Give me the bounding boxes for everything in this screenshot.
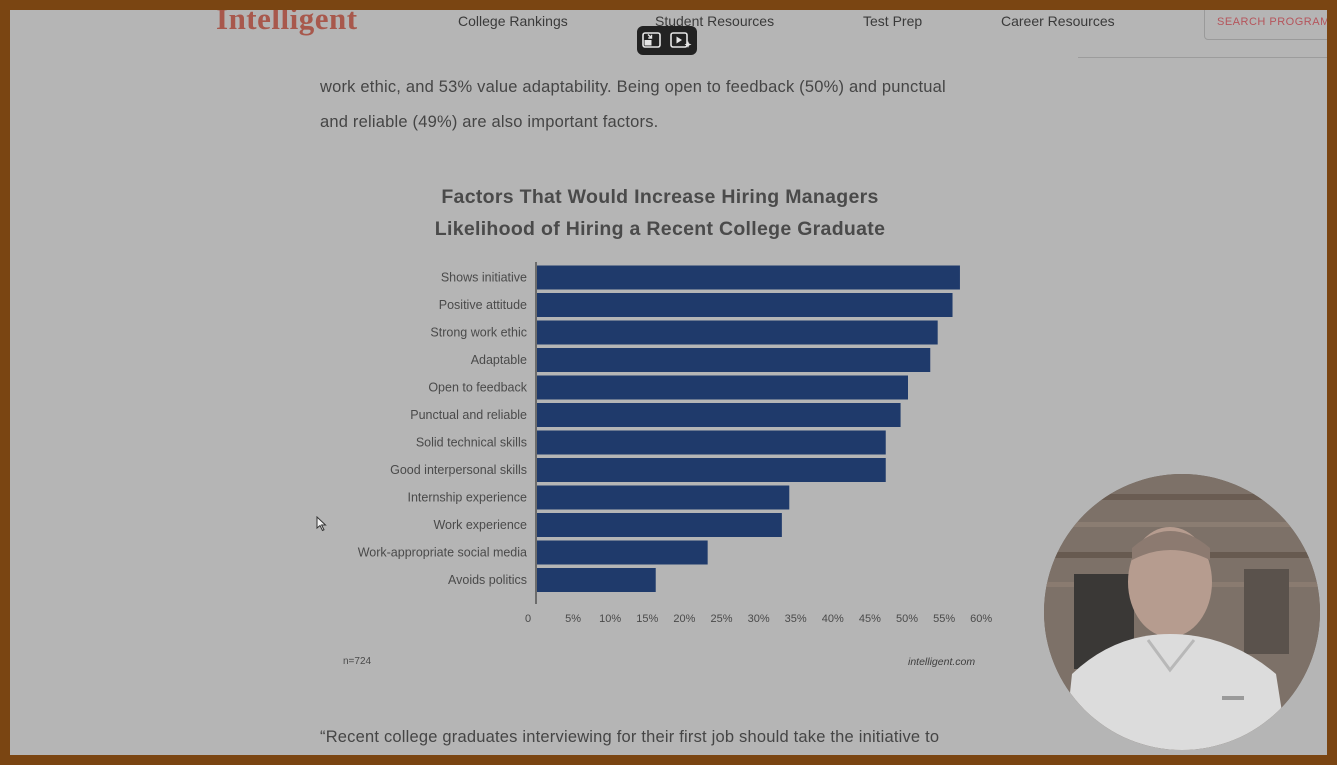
category-label: Solid technical skills xyxy=(416,436,527,450)
category-label: Avoids politics xyxy=(448,573,527,587)
source-credit: intelligent.com xyxy=(908,656,976,668)
nav-link-career-resources[interactable]: Career Resources xyxy=(1001,13,1115,29)
category-label: Open to feedback xyxy=(428,381,527,395)
chart-title-line-2: Likelihood of Hiring a Recent College Gr… xyxy=(434,218,886,240)
x-tick-label: 45% xyxy=(859,613,881,625)
nav-link-college-rankings[interactable]: College Rankings xyxy=(458,13,568,29)
bar xyxy=(537,403,901,427)
x-tick-label: 40% xyxy=(822,613,844,625)
category-label: Work experience xyxy=(433,518,527,532)
x-tick-label: 10% xyxy=(599,613,621,625)
video-sparkle-icon[interactable] xyxy=(670,32,692,49)
x-tick-label: 0 xyxy=(525,613,531,625)
category-label: Work-appropriate social media xyxy=(358,546,527,560)
nav-link-test-prep[interactable]: Test Prep xyxy=(863,13,923,29)
article-quote-line: “Recent college graduates interviewing f… xyxy=(320,728,940,746)
mouse-cursor-icon xyxy=(316,516,327,532)
x-tick-label: 5% xyxy=(565,613,581,625)
x-tick-label: 60% xyxy=(970,613,992,625)
hiring-factors-chart: Factors That Would Increase Hiring Manag… xyxy=(320,180,1000,680)
bar xyxy=(537,293,953,317)
sample-size-note: n=724 xyxy=(343,656,372,667)
x-tick-label: 50% xyxy=(896,613,918,625)
bar xyxy=(537,458,886,482)
category-label: Shows initiative xyxy=(441,271,527,285)
bar xyxy=(537,485,790,510)
header-divider xyxy=(1078,57,1327,58)
x-tick-label: 25% xyxy=(710,613,732,625)
x-tick-label: 30% xyxy=(748,613,770,625)
nav-link-student-resources[interactable]: Student Resources xyxy=(655,13,775,29)
site-logo[interactable]: Intelligent xyxy=(216,10,358,36)
webcam-overlay xyxy=(1044,474,1320,750)
x-tick-label: 20% xyxy=(673,613,695,625)
category-label: Positive attitude xyxy=(439,298,527,312)
category-label: Internship experience xyxy=(407,491,527,505)
x-tick-label: 55% xyxy=(933,613,955,625)
site-header: Intelligent College Rankings Student Res… xyxy=(10,10,1327,58)
x-tick-label: 35% xyxy=(785,613,807,625)
article-paragraph-line-2: and reliable (49%) are also important fa… xyxy=(320,113,659,131)
bar xyxy=(537,430,886,455)
category-label: Adaptable xyxy=(471,353,527,367)
screen-frame: Intelligent College Rankings Student Res… xyxy=(10,10,1327,755)
bar xyxy=(537,513,782,537)
bar xyxy=(537,320,938,345)
video-controls-pill xyxy=(637,26,697,55)
bar xyxy=(537,375,908,400)
bar xyxy=(537,265,960,290)
article-paragraph-line-1: work ethic, and 53% value adaptability. … xyxy=(320,78,946,96)
picture-in-picture-icon[interactable] xyxy=(642,32,662,49)
bar xyxy=(537,348,931,372)
x-tick-label: 15% xyxy=(636,613,658,625)
category-label: Punctual and reliable xyxy=(410,408,527,422)
search-programs-button[interactable]: SEARCH PROGRAMS xyxy=(1204,10,1327,40)
bar-plot: Shows initiative Positive attitude Strong … xyxy=(358,262,992,625)
clipped-text-line xyxy=(10,45,1070,57)
category-label: Strong work ethic xyxy=(430,326,527,340)
chart-title-line-1: Factors That Would Increase Hiring Manag… xyxy=(441,186,879,208)
bar xyxy=(537,568,656,592)
presenter-video-icon xyxy=(1044,474,1320,750)
bar xyxy=(537,540,708,565)
category-label: Good interpersonal skills xyxy=(390,463,527,477)
